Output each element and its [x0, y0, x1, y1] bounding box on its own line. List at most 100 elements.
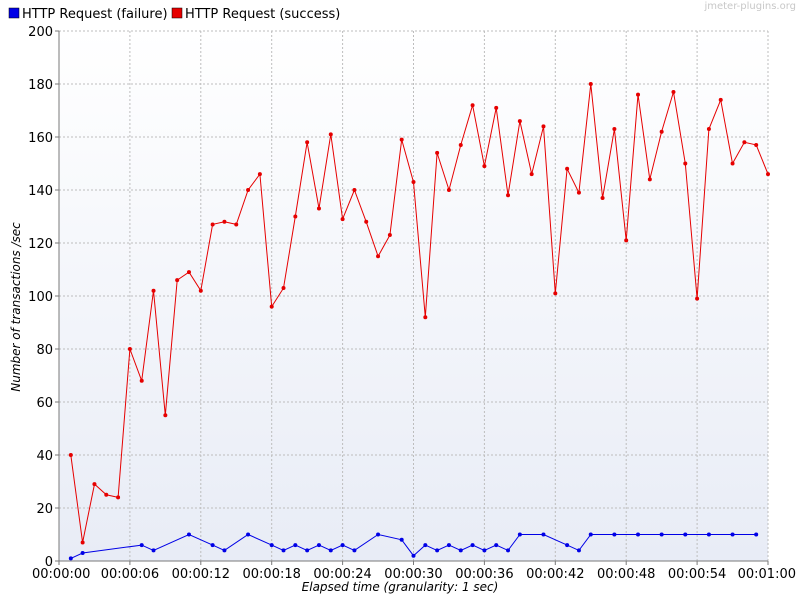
data-point-failure: [506, 548, 511, 553]
data-point-success: [517, 119, 522, 124]
data-point-failure: [576, 548, 581, 553]
legend-label-success: HTTP Request (success): [185, 7, 340, 22]
legend: HTTP Request (failure) HTTP Request (suc…: [8, 7, 340, 22]
data-point-success: [636, 92, 641, 97]
data-point-success: [269, 304, 274, 309]
data-point-success: [80, 540, 85, 545]
data-point-success: [411, 180, 416, 185]
y-tick-label: 180: [28, 78, 53, 93]
data-point-success: [671, 89, 676, 94]
data-point-failure: [411, 553, 416, 558]
y-tick-label: 100: [28, 290, 53, 305]
y-tick-label: 60: [36, 396, 53, 411]
data-point-success: [766, 172, 770, 177]
x-tick-label: 00:00:48: [597, 567, 655, 582]
data-point-success: [387, 233, 392, 238]
x-tick-label: 00:00:36: [455, 567, 513, 582]
data-point-success: [576, 190, 581, 195]
data-point-success: [92, 482, 97, 487]
data-point-failure: [754, 532, 759, 537]
data-point-failure: [139, 543, 144, 548]
data-point-failure: [659, 532, 664, 537]
data-point-failure: [328, 548, 333, 553]
data-point-success: [175, 278, 180, 283]
data-point-success: [198, 288, 203, 293]
x-tick-label: 00:00:00: [32, 567, 90, 582]
data-point-failure: [435, 548, 440, 553]
data-point-failure: [186, 532, 191, 537]
data-point-success: [624, 238, 629, 243]
data-point-success: [210, 222, 215, 227]
data-point-failure: [612, 532, 617, 537]
data-point-success: [234, 222, 239, 227]
data-point-success: [529, 172, 534, 177]
data-point-failure: [210, 543, 215, 548]
legend-swatch-failure: [8, 7, 20, 19]
y-tick-label: 20: [36, 502, 53, 517]
data-point-success: [340, 217, 345, 222]
x-tick-label: 00:00:30: [384, 567, 442, 582]
data-point-failure: [281, 548, 286, 553]
data-point-success: [127, 347, 132, 351]
data-point-success: [683, 161, 688, 166]
data-point-success: [68, 453, 73, 457]
x-axis-title: Elapsed time (granularity: 1 sec): [302, 580, 499, 594]
data-point-success: [588, 82, 593, 86]
data-point-failure: [730, 532, 735, 537]
y-tick-label: 120: [28, 237, 53, 252]
data-point-failure: [565, 543, 570, 548]
y-tick-label: 0: [45, 555, 53, 570]
data-point-success: [163, 413, 168, 418]
data-point-failure: [494, 543, 499, 548]
data-point-failure: [222, 548, 227, 553]
data-point-success: [659, 129, 664, 134]
data-point-failure: [352, 548, 357, 553]
data-point-failure: [541, 532, 546, 537]
legend-label-failure: HTTP Request (failure): [22, 7, 168, 22]
data-point-success: [352, 188, 357, 192]
data-point-failure: [293, 543, 298, 548]
data-point-success: [647, 177, 652, 182]
data-point-success: [376, 254, 381, 259]
data-point-success: [186, 270, 191, 275]
data-point-success: [328, 132, 333, 137]
data-point-failure: [80, 551, 85, 556]
data-point-success: [257, 172, 262, 177]
data-point-success: [506, 193, 511, 198]
data-point-success: [458, 142, 463, 147]
data-point-failure: [68, 556, 73, 561]
data-point-failure: [446, 543, 451, 548]
data-point-success: [695, 296, 700, 301]
data-point-success: [553, 291, 558, 296]
data-point-success: [139, 378, 144, 383]
data-point-success: [482, 164, 487, 169]
x-tick-label: 00:00:18: [243, 567, 301, 582]
data-point-success: [305, 140, 310, 145]
data-point-success: [222, 219, 227, 224]
legend-swatch-success: [171, 7, 183, 19]
x-tick-label: 00:00:42: [526, 567, 584, 582]
data-point-failure: [458, 548, 463, 553]
data-point-success: [446, 188, 451, 192]
data-point-failure: [376, 532, 381, 537]
series-line-success: [70, 83, 769, 543]
data-point-success: [151, 288, 156, 293]
data-point-success: [435, 150, 440, 155]
data-point-success: [316, 206, 321, 211]
data-point-success: [600, 195, 605, 200]
data-point-success: [718, 97, 723, 102]
x-tick-label: 00:00:12: [172, 567, 230, 582]
data-point-success: [541, 124, 546, 129]
data-point-success: [364, 219, 369, 224]
data-point-success: [565, 166, 570, 171]
watermark-text: jmeter-plugins.org: [703, 1, 796, 12]
y-tick-label: 200: [28, 25, 53, 40]
data-point-success: [293, 214, 298, 219]
y-tick-label: 40: [36, 449, 53, 464]
data-point-success: [399, 137, 404, 142]
x-tick-label: 00:00:24: [313, 567, 371, 582]
data-point-success: [612, 127, 617, 132]
data-point-success: [742, 140, 747, 145]
